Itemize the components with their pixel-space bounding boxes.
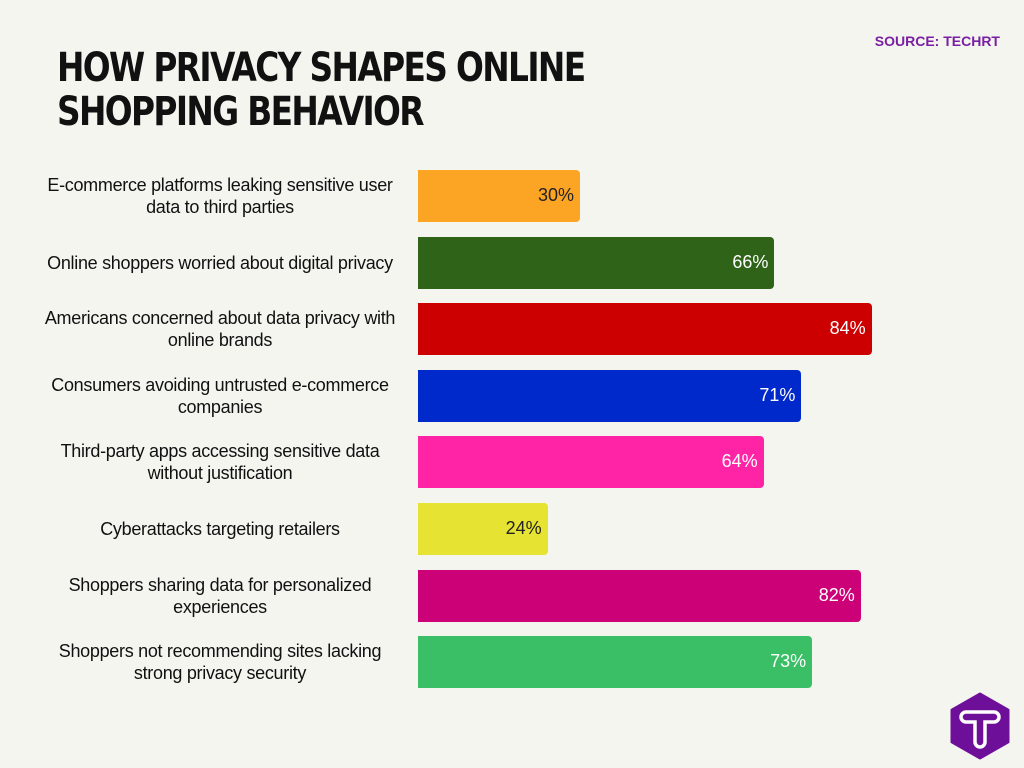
- bar: [418, 170, 580, 222]
- category-label: Shoppers not recommending sites lacking …: [58, 641, 382, 684]
- category-label: E-commerce platforms leaking sensitive u…: [47, 175, 393, 217]
- value-label: 73%: [770, 651, 807, 672]
- category-label: Consumers avoiding untrusted e-commerce …: [51, 374, 389, 417]
- bar: [418, 503, 548, 555]
- category-label: Third-party apps accessing sensitive dat…: [60, 441, 380, 484]
- chart-title: HOW PRIVACY SHAPES ONLINE SHOPPING BEHAV…: [57, 45, 586, 135]
- value-label: 71%: [759, 384, 796, 405]
- bar: [418, 569, 861, 622]
- bar: [418, 436, 764, 489]
- techrt-logo-icon: [950, 692, 1010, 760]
- value-label: 64%: [721, 451, 758, 472]
- category-label: Shoppers sharing data for personalized e…: [68, 574, 372, 617]
- value-label: 82%: [818, 584, 855, 605]
- value-label: 84%: [829, 318, 866, 339]
- bar: [418, 236, 775, 289]
- bar: [418, 636, 813, 689]
- value-label: 66%: [732, 251, 769, 272]
- category-label: Cyberattacks targeting retailers: [100, 519, 340, 539]
- value-label: 24%: [505, 518, 542, 538]
- source-label: SOURCE: TECHRT: [874, 33, 1000, 49]
- category-label: Americans concerned about data privacy w…: [44, 308, 396, 351]
- value-label: 30%: [537, 185, 574, 205]
- bar: [418, 369, 802, 422]
- category-label: Online shoppers worried about digital pr…: [47, 252, 393, 273]
- bar: [418, 303, 872, 356]
